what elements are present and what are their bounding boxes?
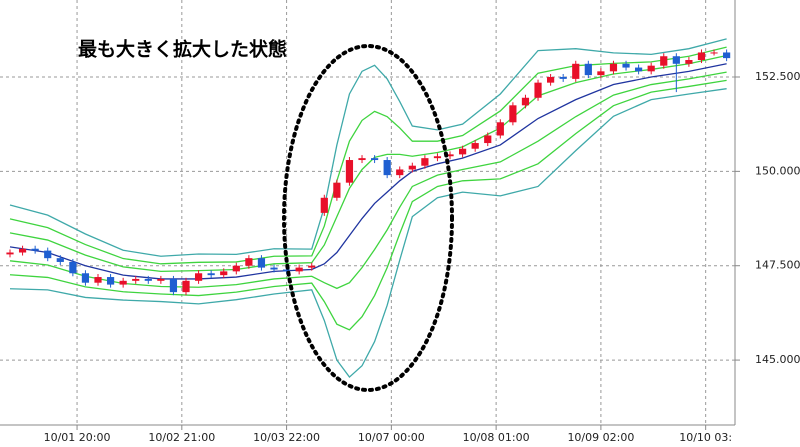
- candle-body: [56, 258, 64, 262]
- x-tick-label: 10/02 21:00: [148, 431, 215, 444]
- candle-body: [144, 278, 152, 281]
- candle-body: [622, 63, 630, 68]
- candle-body: [446, 154, 454, 157]
- candle-body: [31, 248, 39, 251]
- candles: [6, 49, 731, 296]
- band-line: [9, 63, 727, 280]
- candle-body: [471, 143, 479, 149]
- candle-body: [496, 122, 504, 136]
- band-line: [9, 38, 727, 257]
- candle-body: [320, 197, 328, 213]
- candle-body: [370, 158, 379, 161]
- candle-body: [484, 135, 492, 144]
- candle-body: [44, 250, 52, 259]
- candle-body: [685, 60, 693, 64]
- candle-body: [635, 67, 643, 72]
- candle-body: [710, 52, 718, 54]
- candle-body: [597, 71, 605, 76]
- candle-body: [421, 158, 429, 166]
- candle-body: [94, 277, 102, 283]
- candle-body: [396, 169, 404, 176]
- annotation: 最も大きく拡大した状態: [78, 38, 287, 61]
- band-line: [9, 79, 727, 331]
- candle-body: [295, 267, 303, 272]
- candle-body: [6, 252, 14, 255]
- candle-body: [672, 56, 680, 64]
- x-tick-label: 10/01 20:00: [44, 431, 111, 444]
- candle-body: [358, 158, 366, 161]
- candle-body: [547, 76, 555, 83]
- candle-body: [69, 261, 77, 274]
- candle-body: [308, 265, 316, 268]
- candle-body: [521, 97, 530, 106]
- candle-body: [723, 52, 731, 59]
- candle-body: [572, 63, 580, 79]
- x-tick-label: 10/03 22:00: [253, 431, 320, 444]
- highlight-ellipse: [282, 44, 454, 392]
- candle-body: [182, 280, 190, 293]
- y-tick-label: 150.000: [755, 164, 800, 177]
- candle-body: [194, 273, 203, 281]
- candle-body: [697, 52, 706, 61]
- candle-body: [18, 248, 27, 253]
- y-tick-label: 147.500: [755, 259, 800, 272]
- band-line: [9, 71, 727, 290]
- candle-body: [220, 271, 228, 276]
- candle-body: [157, 278, 165, 281]
- x-tick-label: 10/08 01:00: [463, 431, 530, 444]
- y-tick-label: 145.000: [755, 353, 800, 366]
- candle-body: [232, 265, 240, 272]
- candle-body: [119, 280, 127, 285]
- y-tick-label: 152.500: [755, 70, 800, 83]
- candle-body: [81, 273, 90, 283]
- candle-body: [345, 160, 354, 183]
- candle-body: [270, 267, 278, 270]
- candle-body: [660, 56, 668, 66]
- candle-body: [207, 273, 215, 276]
- candle-body: [534, 82, 542, 98]
- candle-body: [333, 182, 341, 198]
- candle-body: [559, 76, 567, 79]
- candle-body: [257, 258, 266, 268]
- x-tick-label: 10/09 02:00: [567, 431, 634, 444]
- candle-body: [408, 165, 416, 170]
- candle-body: [647, 65, 655, 72]
- band-line: [9, 46, 727, 265]
- candle-body: [459, 148, 467, 155]
- candle-body: [245, 258, 253, 266]
- band-line: [9, 88, 727, 379]
- candle-body: [169, 278, 178, 293]
- candle-body: [509, 105, 517, 123]
- candle-body: [282, 269, 291, 272]
- candle-body: [433, 156, 442, 159]
- candle-body: [106, 277, 115, 285]
- x-tick-label: 10/10 03:: [679, 431, 732, 444]
- candle-body: [584, 63, 592, 76]
- candle-body: [383, 160, 391, 176]
- bands: [9, 38, 727, 379]
- candle-body: [132, 278, 140, 281]
- x-tick-label: 10/07 00:00: [358, 431, 425, 444]
- candle-body: [609, 63, 618, 72]
- grid: [0, 0, 735, 425]
- band-line: [9, 54, 727, 273]
